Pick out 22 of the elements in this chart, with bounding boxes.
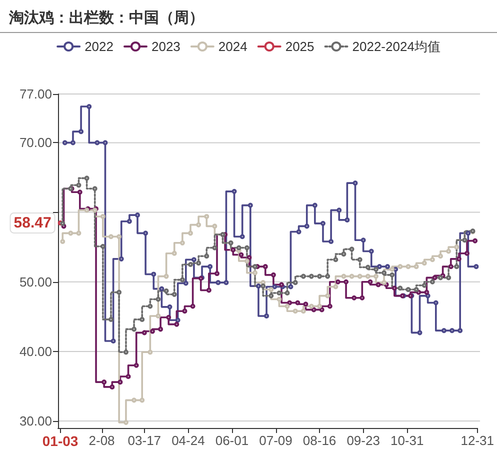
y-tick-label: 77.00 (19, 86, 52, 102)
x-tick-label: 08-16 (302, 433, 336, 448)
x-tick-label: 12-31 (460, 433, 494, 448)
y-tick-label: 70.00 (19, 135, 52, 150)
x-tick-label: 09-23 (346, 433, 380, 448)
y-tick-label: 30.00 (19, 414, 52, 429)
x-tick-label: 01-03 (42, 433, 78, 449)
x-tick-label: 07-09 (259, 433, 292, 448)
legend-label: 2022 (84, 39, 114, 54)
y-tick-label: 50.00 (19, 274, 52, 290)
x-tick-label: 04-24 (172, 433, 205, 448)
legend-label: 2025 (285, 39, 314, 54)
legend-label: 2023 (151, 39, 180, 54)
chart-title: 淘汰鸡：出栏数：中国（周） (8, 10, 204, 26)
legend-label: 2024 (218, 39, 248, 54)
y-tick-label: 40.00 (19, 344, 52, 359)
x-tick-label: 06-01 (215, 433, 249, 448)
x-tick-label: 2-08 (88, 433, 115, 448)
x-tick-label: 10-31 (390, 433, 424, 448)
legend-label: 2022-2024均值 (352, 39, 440, 54)
x-tick-label: 03-17 (128, 433, 162, 448)
annotation: 58.47 (14, 214, 52, 232)
